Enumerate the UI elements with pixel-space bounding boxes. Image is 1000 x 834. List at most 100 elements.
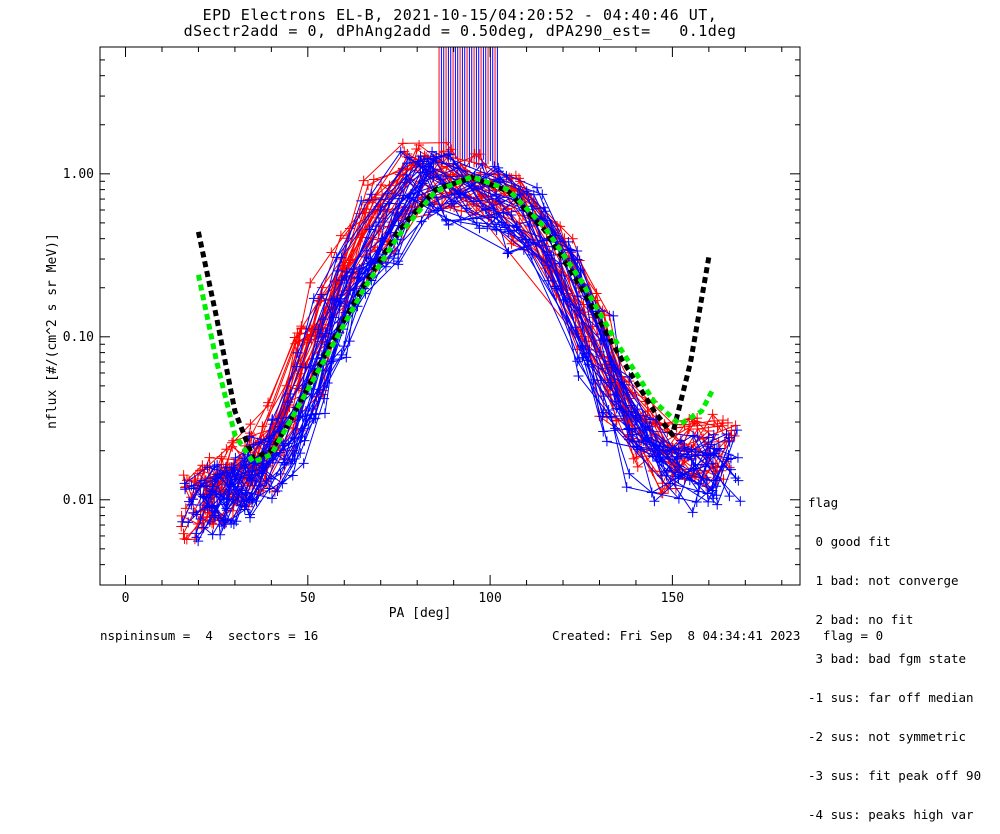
- footer-created-info: Created: Fri Sep 8 04:34:41 2023 flag = …: [552, 628, 884, 643]
- legend-title: flag: [808, 495, 839, 510]
- data-point-marker: [624, 468, 635, 479]
- data-point-marker: [341, 352, 352, 363]
- data-point-marker: [532, 182, 543, 193]
- data-point-marker: [220, 462, 231, 473]
- data-point-marker: [310, 413, 321, 424]
- y-tick-label: 0.01: [63, 493, 94, 508]
- data-point-marker: [228, 494, 239, 505]
- data-point-marker: [431, 151, 442, 162]
- data-point-marker: [188, 494, 199, 505]
- data-point-marker: [686, 454, 697, 465]
- data-point-marker: [246, 430, 257, 441]
- data-point-marker: [703, 496, 714, 507]
- data-point-marker: [198, 481, 209, 492]
- data-point-marker: [732, 425, 743, 436]
- data-point-marker: [341, 270, 352, 281]
- series-line: [194, 161, 723, 540]
- data-point-marker: [574, 354, 585, 365]
- data-point-marker: [608, 310, 619, 321]
- footer-spin-info: nspininsum = 4 sectors = 16: [100, 628, 319, 643]
- data-point-marker: [289, 332, 300, 343]
- data-point-marker: [502, 248, 513, 259]
- data-point-marker: [373, 217, 384, 228]
- data-point-marker: [228, 435, 239, 446]
- data-point-marker: [570, 322, 581, 333]
- plot-frame: [99, 46, 801, 586]
- data-point-marker: [178, 528, 189, 539]
- y-axis-label: nflux [#/(cm^2 s sr MeV)]: [45, 233, 60, 429]
- data-point-marker: [221, 444, 232, 455]
- data-point-marker: [417, 178, 428, 189]
- series-line: [194, 156, 722, 526]
- data-point-marker: [283, 397, 294, 408]
- data-point-marker: [543, 275, 554, 286]
- data-point-marker: [707, 458, 718, 469]
- data-point-marker: [601, 436, 612, 447]
- data-point-marker: [527, 201, 538, 212]
- data-point-marker: [319, 393, 330, 404]
- legend-entry: 1 bad: not converge: [808, 573, 959, 588]
- data-point-marker: [212, 469, 223, 480]
- data-point-marker: [556, 270, 567, 281]
- data-point-marker: [415, 167, 426, 178]
- data-point-marker: [489, 161, 500, 172]
- data-point-marker: [362, 180, 373, 191]
- data-point-marker: [292, 347, 303, 358]
- data-point-marker: [264, 483, 275, 494]
- data-point-marker: [632, 444, 643, 455]
- chart-title: EPD Electrons EL-B, 2021-10-15/04:20:52 …: [202, 6, 718, 24]
- data-point-marker: [279, 460, 290, 471]
- data-point-marker: [506, 209, 517, 220]
- data-point-marker: [266, 493, 277, 504]
- data-point-marker: [180, 484, 191, 495]
- data-point-marker: [245, 419, 256, 430]
- data-point-marker: [491, 224, 502, 235]
- data-point-marker: [264, 433, 275, 444]
- data-point-marker: [598, 407, 609, 418]
- data-point-marker: [702, 488, 713, 499]
- data-point-marker: [384, 198, 395, 209]
- data-point-marker: [239, 460, 250, 471]
- data-point-marker: [563, 236, 574, 247]
- data-point-marker: [183, 517, 194, 528]
- legend-entry: -2 sus: not symmetric: [808, 729, 967, 744]
- data-point-marker: [368, 174, 379, 185]
- data-point-marker: [186, 499, 197, 510]
- series-line: [191, 194, 709, 522]
- data-point-marker: [190, 476, 201, 487]
- data-point-marker: [366, 189, 377, 200]
- data-point-marker: [672, 451, 683, 462]
- data-point-marker: [598, 391, 609, 402]
- data-point-marker: [188, 507, 199, 518]
- data-point-marker: [632, 461, 643, 472]
- y-tick-label: 1.00: [63, 167, 94, 182]
- data-point-marker: [272, 486, 283, 497]
- data-point-marker: [334, 301, 345, 312]
- data-point-marker: [446, 198, 457, 209]
- data-point-marker: [198, 522, 209, 533]
- data-point-marker: [639, 430, 650, 441]
- data-point-marker: [397, 138, 408, 149]
- data-point-marker: [388, 253, 399, 264]
- data-point-marker: [710, 448, 721, 459]
- data-point-marker: [476, 159, 487, 170]
- data-point-marker: [469, 148, 480, 159]
- data-point-marker: [572, 246, 583, 257]
- y-tick-label: 0.10: [63, 330, 94, 345]
- data-point-marker: [289, 433, 300, 444]
- data-point-marker: [421, 151, 432, 162]
- data-point-marker: [178, 470, 189, 481]
- data-point-marker: [705, 450, 716, 461]
- data-point-marker: [176, 521, 187, 532]
- data-point-marker: [393, 259, 404, 270]
- data-point-marker: [594, 346, 605, 357]
- data-point-marker: [395, 146, 406, 157]
- data-point-marker: [236, 485, 247, 496]
- data-point-marker: [411, 144, 422, 155]
- data-point-marker: [404, 152, 415, 163]
- data-point-marker: [191, 528, 202, 539]
- data-point-marker: [503, 247, 514, 258]
- data-point-marker: [422, 153, 433, 164]
- data-point-marker: [328, 354, 339, 365]
- data-point-marker: [491, 189, 502, 200]
